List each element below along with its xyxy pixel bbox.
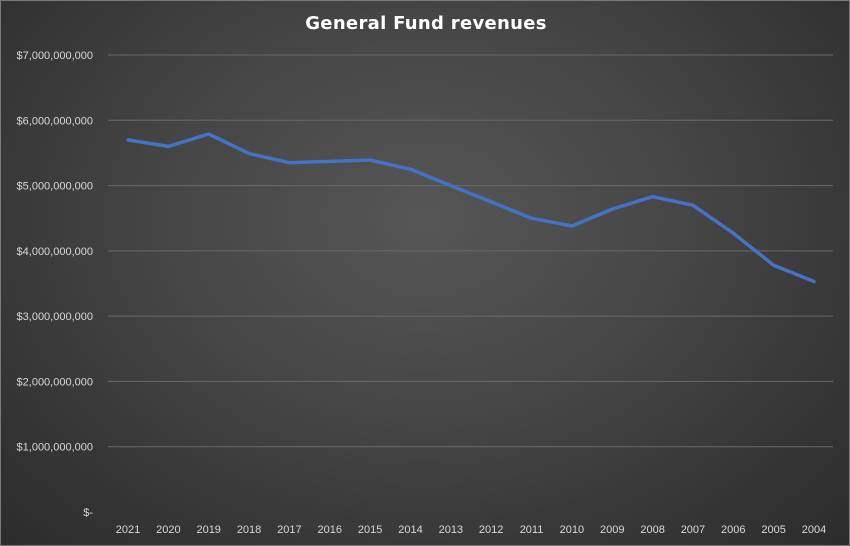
x-tick-label: 2017 xyxy=(277,524,301,536)
x-tick-label: 2021 xyxy=(116,524,140,536)
x-tick-label: 2009 xyxy=(600,524,624,536)
x-tick-label: 2013 xyxy=(439,524,463,536)
x-tick-label: 2020 xyxy=(156,524,180,536)
x-tick-label: 2005 xyxy=(761,524,785,536)
x-tick-label: 2011 xyxy=(520,524,544,536)
y-tick-label: $1,000,000,000 xyxy=(17,442,93,454)
x-tick-label: 2016 xyxy=(318,524,342,536)
y-tick-label: $- xyxy=(83,507,93,519)
y-tick-label: $2,000,000,000 xyxy=(17,376,93,388)
y-tick-label: $6,000,000,000 xyxy=(17,115,93,127)
x-tick-label: 2006 xyxy=(721,524,745,536)
x-tick-label: 2008 xyxy=(640,524,664,536)
x-tick-label: 2012 xyxy=(479,524,503,536)
series-line xyxy=(126,132,816,284)
x-tick-label: 2010 xyxy=(560,524,584,536)
x-tick-label: 2007 xyxy=(681,524,705,536)
chart-title: General Fund revenues xyxy=(305,13,547,34)
x-tick-label: 2014 xyxy=(398,524,422,536)
y-tick-label: $4,000,000,000 xyxy=(17,246,93,258)
x-tick-label: 2004 xyxy=(802,524,826,536)
x-tick-label: 2018 xyxy=(237,524,261,536)
y-tick-label: $3,000,000,000 xyxy=(17,311,93,323)
y-tick-label: $7,000,000,000 xyxy=(17,50,93,62)
x-tick-label: 2015 xyxy=(358,524,382,536)
y-tick-label: $5,000,000,000 xyxy=(17,181,93,193)
x-tick-label: 2019 xyxy=(196,524,220,536)
